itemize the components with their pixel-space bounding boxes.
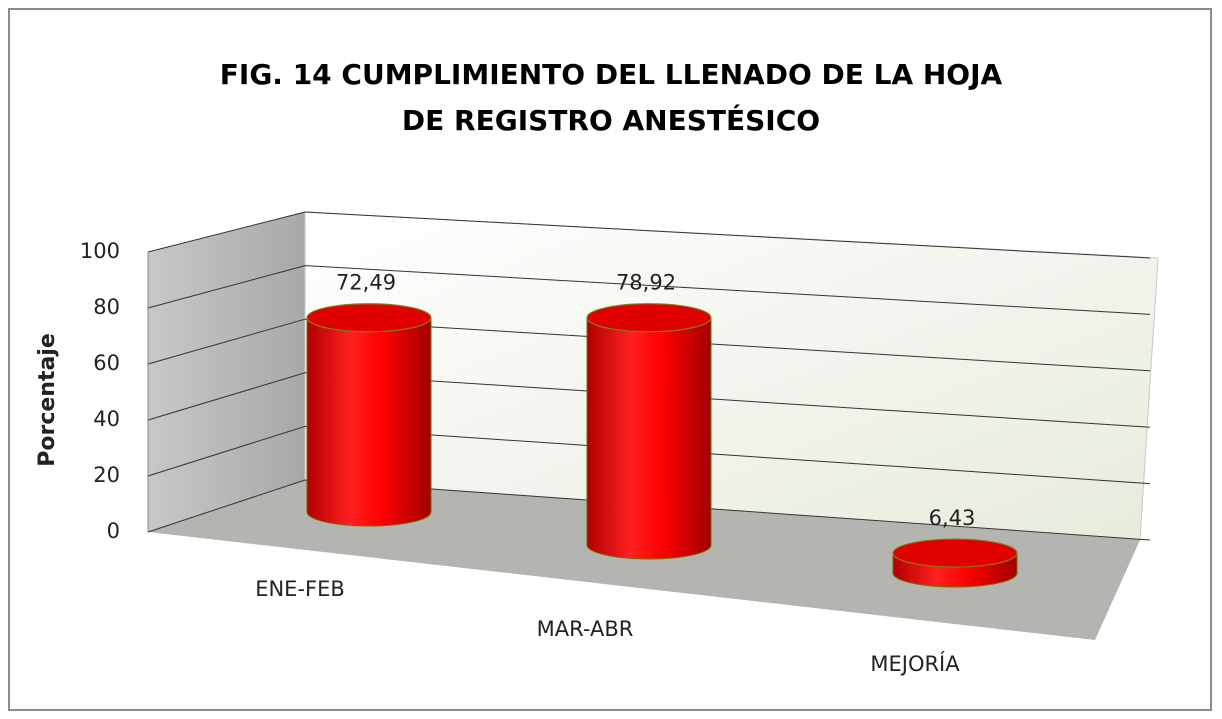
y-tick-label: 40 [93,407,120,431]
data-label: 72,49 [336,271,396,295]
side-wall [148,212,305,532]
bar-top [306,303,432,333]
grid-line [147,425,1151,485]
chart-title: FIG. 14 CUMPLIMIENTO DEL LLENADO DE LA H… [219,58,1003,137]
y-tick-label: 0 [107,519,120,543]
y-axis-label: Porcentaje [35,333,60,467]
y-tick-label: 80 [93,295,120,319]
grid-line [147,318,1151,372]
bar [586,317,712,560]
bar-top [586,303,712,333]
grid-line [147,265,1151,315]
grid-line [147,211,1151,259]
chart-frame [8,8,1212,711]
bar [306,317,432,527]
grid-line [147,372,1151,428]
y-tick-label: 100 [80,239,120,263]
data-label: 78,92 [616,271,676,295]
y-tick-label: 20 [93,463,120,487]
x-tick-label: MEJORÍA [870,651,960,676]
grid-line [147,479,1151,541]
y-tick-label: 60 [93,351,120,375]
x-tick-label: ENE-FEB [255,577,345,601]
x-tick-label: MAR-ABR [537,617,634,641]
data-label: 6,43 [929,506,976,530]
bar-top [892,538,1018,568]
